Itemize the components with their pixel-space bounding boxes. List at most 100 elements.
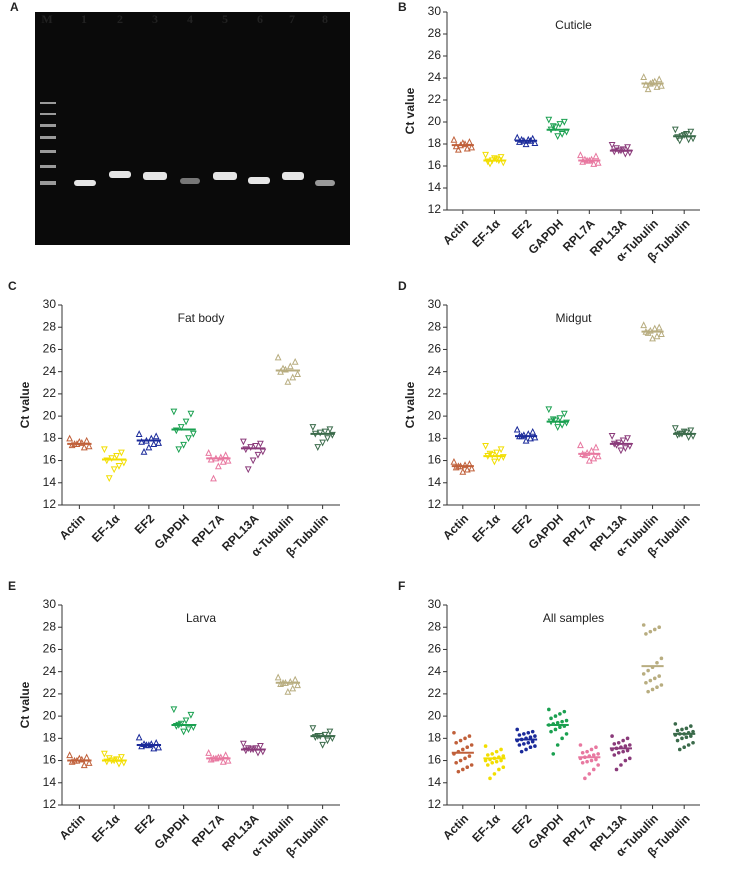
data-point [590,454,598,462]
data-point [284,687,292,695]
data-point [659,656,664,661]
data-point [676,137,684,145]
data-point [483,758,488,763]
data-point [78,439,86,446]
data-point [463,465,471,473]
x-tick-label: GAPDH [526,216,567,257]
data-point [309,424,317,431]
panel-letter: F [398,579,405,593]
y-tick-label: 24 [428,364,442,378]
data-point [555,743,560,747]
data-point [652,627,657,632]
data-point [616,740,621,745]
data-point [614,767,619,772]
data-point [321,731,329,739]
data-point [103,758,111,766]
data-point [66,751,74,759]
data-point [691,729,695,734]
panel-title: Fat body [178,311,225,325]
data-point [675,738,680,743]
data-point [583,776,587,781]
data-point [613,145,620,153]
data-point [594,158,602,166]
data-point [319,741,327,749]
data-point [619,437,627,445]
y-tick-label: 16 [43,453,57,467]
y-tick-label: 18 [428,431,442,445]
data-point [493,449,501,457]
x-tick-label: Actin [57,811,88,842]
data-point [522,436,530,444]
data-point [314,444,322,451]
y-tick-label: 26 [428,48,442,62]
lane-label: 3 [152,12,158,26]
data-point [686,743,691,747]
data-point [594,745,598,750]
x-tick-label: GAPDH [151,811,192,852]
data-point [592,152,600,160]
data-point [562,709,567,714]
data-point [105,755,113,763]
data-point [592,443,600,451]
data-point [66,434,74,442]
data-point [172,427,180,435]
data-point [486,450,494,458]
data-point [189,430,197,438]
data-point [560,719,564,724]
y-tick-label: 22 [43,686,57,700]
data-point [650,687,655,692]
data-point [456,769,461,774]
data-point [222,751,230,759]
data-point [497,446,505,454]
data-point [115,760,123,768]
data-point [530,729,535,734]
y-tick-label: 12 [428,797,442,811]
data-point [118,754,125,761]
data-point [556,415,564,423]
lane-label: 7 [289,12,295,26]
lane-label: 8 [322,12,328,26]
data-point [452,463,460,471]
data-point [578,743,583,747]
data-point [291,357,299,365]
data-point [115,463,123,470]
data-point [219,457,227,465]
panel-letter: A [10,0,19,14]
data-point [483,744,488,748]
data-point [486,160,494,168]
ladder [40,102,56,185]
data-point [324,737,331,745]
data-point [564,718,569,723]
data-point [100,446,108,454]
lane-label: 1 [81,12,87,26]
data-point [531,433,539,441]
data-point [518,135,526,143]
data-point [594,452,602,460]
lane-label: 6 [257,12,263,26]
data-point [691,740,695,745]
data-point [648,629,653,634]
data-point [205,749,213,756]
data-point [549,416,557,424]
data-point [587,772,592,776]
data-point [224,756,232,764]
data-point [545,406,553,414]
data-point [224,456,232,464]
data-point [564,732,569,736]
data-point [659,683,664,687]
data-point [689,734,693,738]
data-point [680,736,684,741]
data-point [277,367,284,375]
data-point [581,451,589,459]
x-tick-label: GAPDH [526,811,567,852]
panel-letter: D [398,279,407,293]
y-tick-label: 24 [428,664,442,678]
data-point [641,672,646,676]
data-point [549,716,553,721]
data-point [185,435,192,443]
data-point [103,457,111,465]
y-axis-label: Ct value [403,87,417,134]
data-point [558,725,562,730]
data-point [450,457,458,465]
data-point [621,738,625,743]
